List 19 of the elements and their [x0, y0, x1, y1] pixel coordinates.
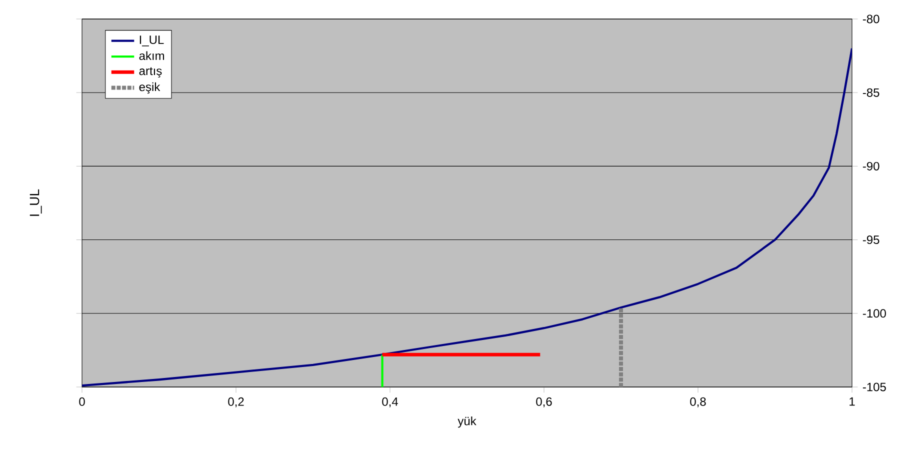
legend-label: artış [139, 67, 162, 78]
y-tick-label: -80 [862, 14, 880, 24]
y-tick-label: -95 [862, 236, 880, 244]
y-tick-label: -90 [862, 162, 880, 170]
x-tick-label: 0,2 [228, 397, 244, 408]
legend-label: eşik [139, 82, 160, 94]
x-tick-label: 1 [850, 397, 855, 406]
x-tick-label: 0,6 [536, 397, 552, 408]
y-axis-title: I_UL [30, 189, 42, 216]
legend-label: akım [139, 51, 164, 60]
line-series [82, 47, 852, 387]
x-axis-title: yük [458, 416, 476, 428]
y-tick-label: -85 [862, 88, 880, 97]
x-tick-label: 0,4 [382, 397, 398, 408]
x-tick-label: 0,8 [690, 397, 706, 408]
y-tick-label: -100 [862, 309, 886, 318]
y-tick-label: -105 [862, 382, 886, 392]
x-tick-label: 0 [79, 397, 85, 406]
legend-label: I_UL [140, 36, 164, 46]
